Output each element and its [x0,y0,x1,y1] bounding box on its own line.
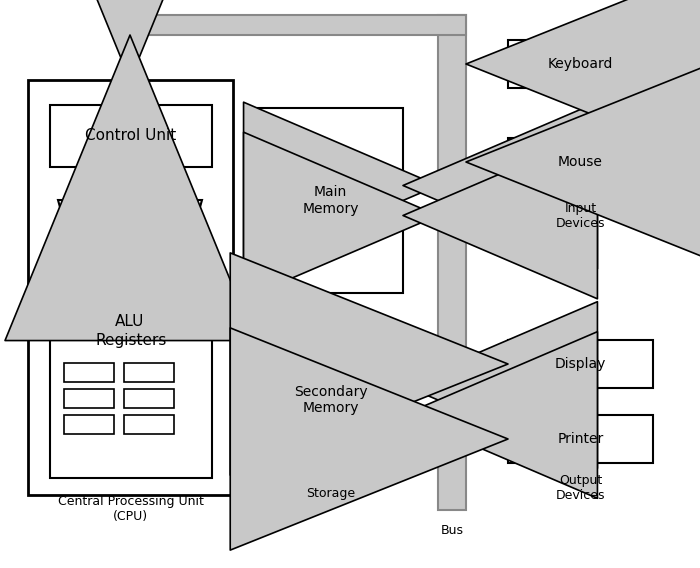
Text: Output
Devices: Output Devices [556,474,606,502]
Text: Bus: Bus [440,524,463,537]
Bar [64,415,114,434]
Bar [28,80,233,495]
Text: Keyboard: Keyboard [548,57,613,71]
Polygon shape [75,208,185,295]
Text: Mouse: Mouse [558,155,603,169]
Text: Central Processing Unit
(CPU): Central Processing Unit (CPU) [57,495,204,523]
Bar [124,389,174,408]
Bar [64,363,114,382]
Text: Storage: Storage [306,487,355,499]
Text: Input
Devices: Input Devices [556,202,606,230]
Text: ALU: ALU [116,315,145,329]
Bar [50,323,212,478]
Text: Secondary
Memory: Secondary Memory [294,385,368,415]
Bar [258,108,403,293]
Text: Registers: Registers [95,333,167,349]
Bar [258,325,403,475]
Text: Display: Display [555,357,606,371]
Polygon shape [58,200,202,308]
Bar [124,363,174,382]
Bar [64,389,114,408]
Bar [115,15,466,35]
Bar [508,138,653,186]
Text: Main
Memory: Main Memory [302,185,358,216]
Text: Control Unit: Control Unit [85,128,176,144]
Bar [508,415,653,463]
Text: Printer: Printer [557,432,603,446]
Bar [508,340,653,388]
Bar [50,105,212,167]
Bar [508,40,653,88]
Bar [124,415,174,434]
Bar [438,15,466,510]
